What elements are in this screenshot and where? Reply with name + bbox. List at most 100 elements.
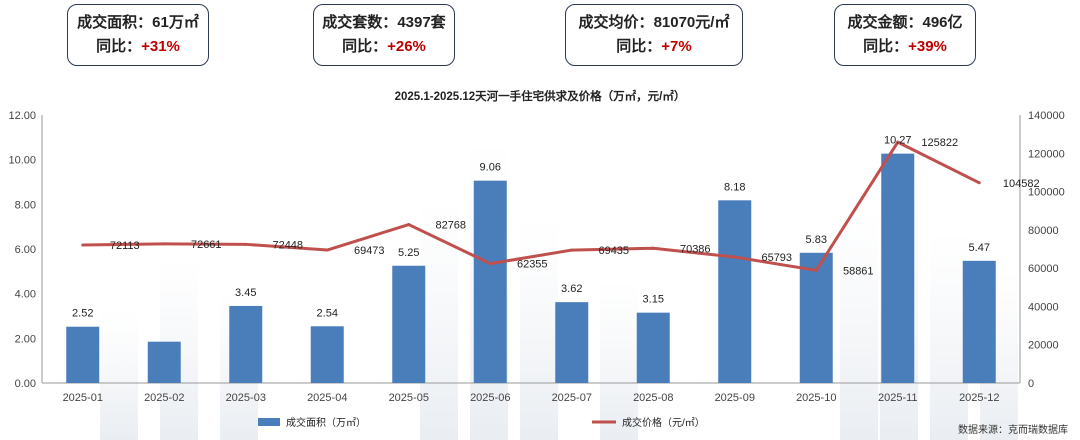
combo-chart: 2025.1-2025.12天河一手住宅供求及价格（万㎡，元/㎡） 0.00 2.… (8, 89, 1065, 440)
legend-bar-label: 成交面积（万㎡） (286, 416, 366, 429)
x-tick-label: 2025-04 (307, 392, 347, 404)
bar-2025-06 (473, 180, 507, 383)
x-tick-label: 2025-12 (959, 392, 999, 404)
bar-value-label: 2.52 (72, 308, 93, 320)
bar-value-label: 5.83 (806, 234, 827, 246)
bar-value-label: 5.25 (398, 247, 419, 259)
line-value-label: 69435 (598, 245, 629, 257)
bar-value-label: 9.06 (480, 162, 501, 174)
kpi-price-yoy: 同比：+7% (616, 38, 692, 55)
bar-2025-12 (962, 260, 996, 383)
bar-value-label: 8.18 (724, 181, 745, 193)
bar-value-label: 5.47 (969, 242, 990, 254)
line-value-label: 72448 (272, 239, 303, 251)
skyline-building-6 (600, 280, 638, 440)
x-tick-label: 2025-06 (470, 392, 510, 404)
bar-2025-01 (66, 326, 100, 383)
y-left-tick-label: 0.00 (15, 378, 36, 390)
chart-title: 2025.1-2025.12天河一手住宅供求及价格（万㎡，元/㎡） (395, 89, 686, 103)
y-right-tick-label: 120000 (1028, 148, 1065, 160)
kpi-card-area: 成交面积：61万㎡ 同比：+31% (67, 4, 209, 66)
y-left-tick-label: 4.00 (15, 289, 36, 301)
data-labels: 2.52 3.45 2.54 5.25 9.06 3.62 3.15 8.18 5.83 10.2… (72, 135, 1040, 320)
kpi-units-yoy: 同比：+26% (342, 38, 426, 55)
legend-bar-swatch (258, 418, 280, 426)
kpi-card-units: 成交套数：4397套 同比：+26% (313, 4, 455, 66)
line-value-label: 72113 (110, 240, 140, 252)
y-left-tick-label: 2.00 (15, 333, 36, 345)
kpi-area-main: 成交面积：61万㎡ (77, 14, 199, 31)
price-point-2025-10 (814, 268, 818, 272)
bar-2025-10 (799, 252, 833, 383)
price-point-2025-09 (733, 255, 737, 259)
y-left-tick-label: 8.00 (15, 199, 36, 211)
y-left-tick-label: 12.00 (8, 110, 36, 122)
skyline-building-7 (840, 210, 878, 440)
x-tick-label: 2025-03 (226, 392, 266, 404)
line-value-label: 65793 (761, 252, 792, 264)
price-line (82, 140, 980, 272)
price-point-2025-05 (407, 223, 411, 227)
kpi-price-main: 成交均价：81070元/㎡ (578, 14, 730, 31)
chart-axes: 0.00 2.00 4.00 6.00 8.00 10.00 12.00 0 20000 4000… (8, 110, 1064, 404)
y-right-tick-label: 40000 (1028, 301, 1059, 313)
x-tick-label: 2025-08 (633, 392, 673, 404)
line-value-label: 62355 (517, 259, 548, 271)
bar-2025-02 (147, 341, 181, 383)
x-tick-label: 2025-01 (63, 392, 103, 404)
legend-line-label: 成交价格（元/㎡） (622, 416, 705, 429)
y-right-tick-label: 100000 (1028, 187, 1065, 199)
y-left-tick-label: 10.00 (8, 155, 36, 167)
bar-series (66, 153, 996, 383)
bar-2025-11 (881, 153, 915, 383)
price-point-2025-12 (977, 181, 981, 185)
x-tick-label: 2025-02 (144, 392, 184, 404)
x-tick-label: 2025-05 (389, 392, 429, 404)
price-point-2025-06 (488, 262, 492, 266)
line-value-label: 72661 (191, 239, 222, 251)
line-value-label: 125822 (921, 137, 958, 149)
kpi-amount-yoy: 同比：+39% (863, 38, 947, 55)
price-point-2025-01 (81, 243, 85, 247)
skyline-building-3 (420, 200, 458, 440)
line-value-label: 82768 (435, 220, 466, 232)
kpi-amount-main: 成交金额：496亿 (847, 14, 963, 31)
price-point-2025-02 (162, 242, 166, 246)
line-value-label: 70386 (680, 243, 711, 255)
bar-value-label: 3.62 (561, 283, 582, 295)
price-point-2025-08 (651, 246, 655, 250)
skyline-building-0 (100, 310, 138, 440)
price-point-2025-04 (325, 248, 329, 252)
price-point-2025-03 (244, 242, 248, 246)
y-right-tick-label: 20000 (1028, 340, 1059, 352)
line-series (81, 140, 981, 272)
y-left-tick-label: 6.00 (15, 244, 36, 256)
bar-value-label: 2.54 (317, 307, 338, 319)
kpi-card-amount: 成交金额：496亿 同比：+39% (834, 4, 976, 66)
legend: 成交面积（万㎡） 成交价格（元/㎡） (258, 416, 705, 429)
line-value-label: 104582 (1003, 178, 1040, 190)
bar-value-label: 3.45 (235, 287, 256, 299)
bar-2025-08 (636, 312, 670, 383)
line-value-label: 58861 (843, 265, 874, 277)
data-source-note: 数据来源：克而瑞数据库 (958, 425, 1068, 436)
bar-2025-07 (555, 302, 589, 383)
bar-2025-04 (310, 326, 344, 383)
price-point-2025-07 (570, 248, 574, 252)
x-tick-label: 2025-10 (796, 392, 836, 404)
bar-value-label: 3.15 (643, 294, 664, 306)
kpi-area-yoy: 同比：+31% (96, 38, 180, 55)
bar-2025-09 (718, 200, 752, 383)
kpi-card-price: 成交均价：81070元/㎡ 同比：+7% (565, 4, 743, 66)
x-tick-label: 2025-11 (878, 392, 918, 404)
x-tick-label: 2025-07 (552, 392, 592, 404)
bar-2025-05 (392, 265, 426, 383)
bar-2025-03 (229, 305, 263, 383)
line-value-label: 69473 (354, 245, 385, 257)
y-right-tick-label: 80000 (1028, 225, 1059, 237)
x-tick-label: 2025-09 (715, 392, 755, 404)
skyline-building-9 (930, 230, 968, 440)
price-point-2025-11 (896, 140, 900, 144)
y-right-tick-label: 0 (1028, 378, 1034, 390)
y-right-tick-label: 60000 (1028, 263, 1059, 275)
